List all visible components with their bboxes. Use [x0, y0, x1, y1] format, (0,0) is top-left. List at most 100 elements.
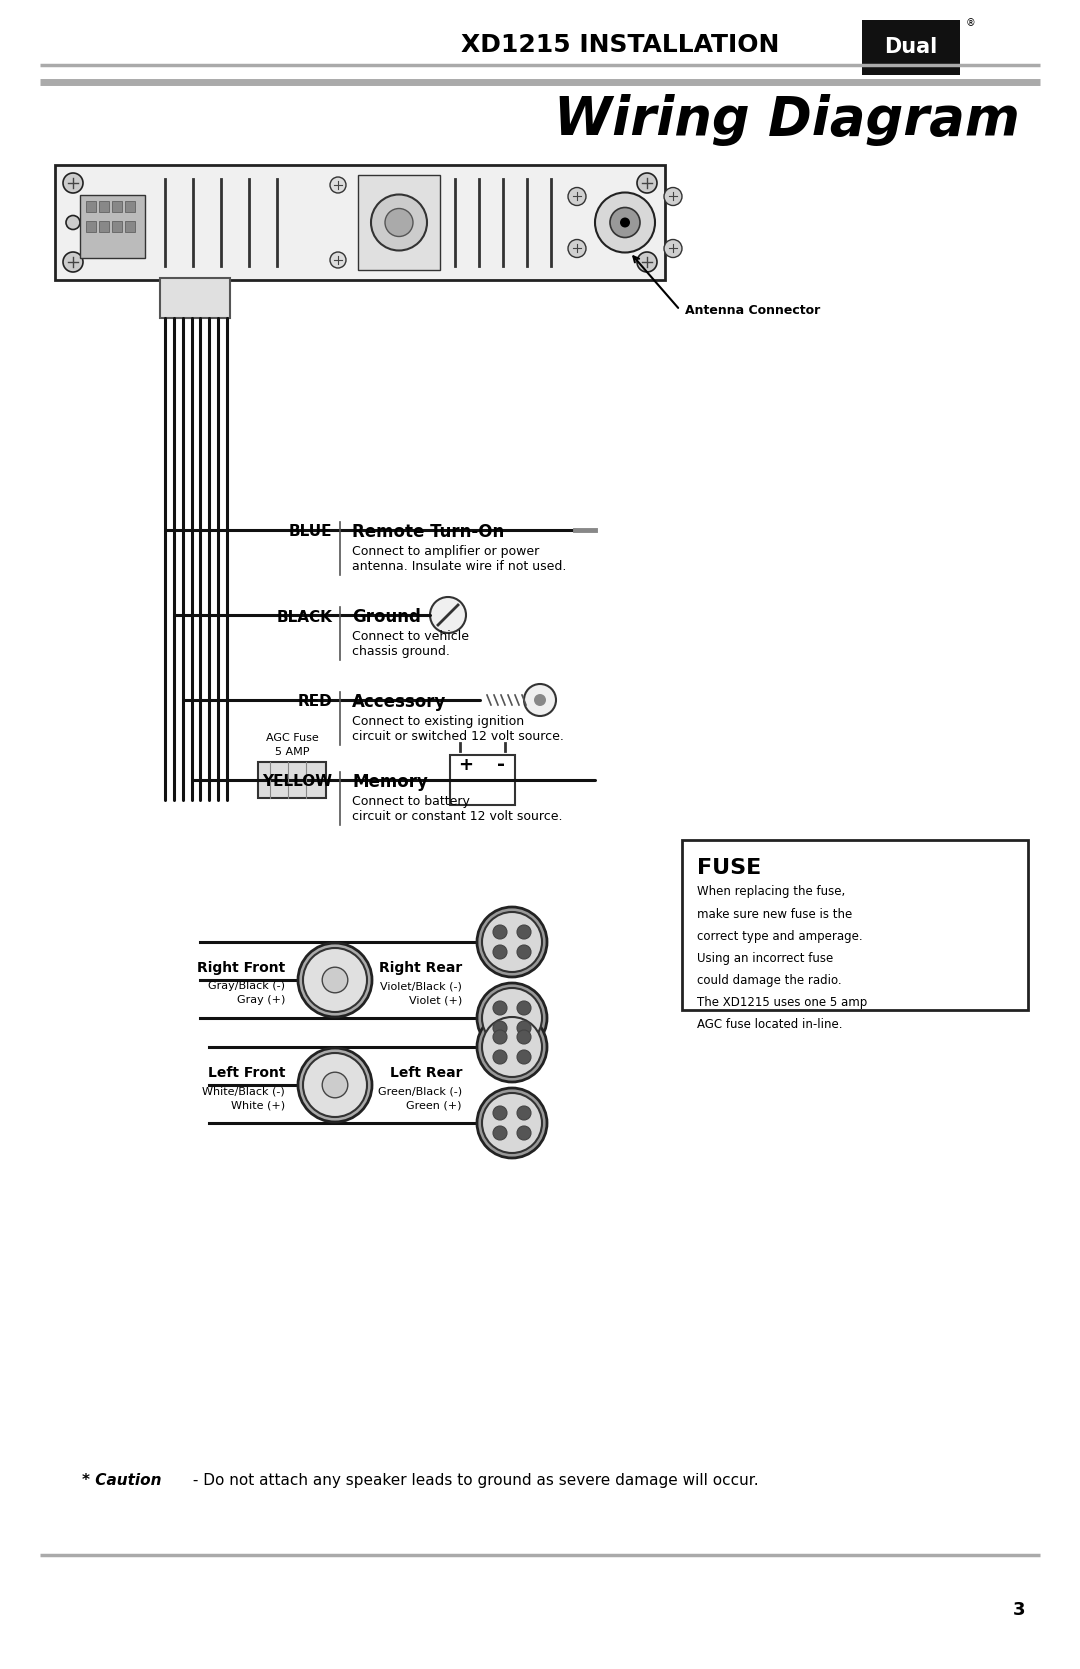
Text: Violet (+): Violet (+) [408, 995, 462, 1005]
Circle shape [482, 988, 542, 1048]
Circle shape [330, 252, 346, 269]
Circle shape [322, 1071, 348, 1098]
Circle shape [517, 1001, 531, 1015]
Circle shape [477, 906, 546, 976]
FancyBboxPatch shape [86, 200, 96, 212]
Circle shape [534, 694, 546, 706]
Text: RED: RED [297, 694, 332, 709]
Circle shape [477, 1011, 546, 1082]
Circle shape [620, 217, 630, 227]
Text: ®: ® [966, 18, 975, 28]
Circle shape [517, 925, 531, 940]
Text: Green/Black (-): Green/Black (-) [378, 1087, 462, 1097]
Text: -: - [497, 756, 505, 774]
Text: chassis ground.: chassis ground. [352, 644, 450, 658]
Text: Violet/Black (-): Violet/Black (-) [380, 981, 462, 991]
Text: White/Black (-): White/Black (-) [202, 1087, 285, 1097]
Text: YELLOW: YELLOW [261, 774, 332, 789]
Text: XD1215 INSTALLATION: XD1215 INSTALLATION [461, 33, 779, 57]
Text: Wiring Diagram: Wiring Diagram [554, 93, 1020, 145]
FancyBboxPatch shape [862, 20, 960, 75]
Circle shape [595, 192, 654, 252]
Text: 3: 3 [1013, 1601, 1025, 1619]
Circle shape [492, 1050, 507, 1065]
Circle shape [610, 207, 640, 237]
Circle shape [492, 1001, 507, 1015]
Text: Dual: Dual [885, 37, 937, 57]
Circle shape [517, 1050, 531, 1065]
Text: Memory: Memory [352, 773, 428, 791]
Circle shape [664, 239, 681, 257]
Text: circuit or constant 12 volt source.: circuit or constant 12 volt source. [352, 809, 563, 823]
FancyBboxPatch shape [125, 220, 135, 232]
FancyBboxPatch shape [125, 200, 135, 212]
Text: 5 AMP: 5 AMP [274, 748, 309, 758]
Text: could damage the radio.: could damage the radio. [697, 973, 841, 986]
Circle shape [298, 943, 372, 1016]
Text: Connect to battery: Connect to battery [352, 796, 470, 808]
Circle shape [303, 948, 367, 1011]
Circle shape [322, 968, 348, 993]
Text: White (+): White (+) [231, 1100, 285, 1110]
Circle shape [303, 1053, 367, 1117]
Circle shape [492, 945, 507, 960]
Circle shape [637, 174, 657, 194]
Text: - Do not attach any speaker leads to ground as severe damage will occur.: - Do not attach any speaker leads to gro… [188, 1472, 758, 1487]
Text: correct type and amperage.: correct type and amperage. [697, 930, 863, 943]
Circle shape [430, 598, 465, 633]
Text: When replacing the fuse,: When replacing the fuse, [697, 886, 846, 898]
Circle shape [63, 252, 83, 272]
Circle shape [517, 1127, 531, 1140]
Circle shape [330, 177, 346, 194]
Circle shape [517, 1021, 531, 1035]
Circle shape [384, 209, 413, 237]
Text: circuit or switched 12 volt source.: circuit or switched 12 volt source. [352, 729, 564, 743]
Text: Connect to amplifier or power: Connect to amplifier or power [352, 546, 539, 559]
Circle shape [492, 1107, 507, 1120]
Text: AGC fuse located in-line.: AGC fuse located in-line. [697, 1018, 842, 1030]
Text: FUSE: FUSE [697, 858, 761, 878]
Text: Connect to existing ignition: Connect to existing ignition [352, 716, 524, 728]
Circle shape [492, 1127, 507, 1140]
Text: Right Rear: Right Rear [379, 961, 462, 975]
Circle shape [492, 925, 507, 940]
Text: Right Front: Right Front [197, 961, 285, 975]
Text: Gray/Black (-): Gray/Black (-) [208, 981, 285, 991]
Circle shape [482, 1093, 542, 1153]
Circle shape [517, 945, 531, 960]
Circle shape [492, 1021, 507, 1035]
FancyBboxPatch shape [357, 175, 440, 270]
FancyBboxPatch shape [55, 165, 665, 280]
Text: antenna. Insulate wire if not used.: antenna. Insulate wire if not used. [352, 559, 566, 572]
Circle shape [517, 1107, 531, 1120]
Circle shape [66, 215, 80, 230]
Circle shape [517, 1030, 531, 1045]
Circle shape [568, 187, 586, 205]
Text: Left Front: Left Front [207, 1066, 285, 1080]
Text: Accessory: Accessory [352, 693, 446, 711]
FancyBboxPatch shape [160, 279, 230, 319]
Text: Green (+): Green (+) [406, 1100, 462, 1110]
Text: +: + [459, 756, 473, 774]
Circle shape [482, 1016, 542, 1077]
Circle shape [637, 252, 657, 272]
Circle shape [477, 1088, 546, 1158]
Text: make sure new fuse is the: make sure new fuse is the [697, 908, 852, 921]
Text: Antenna Connector: Antenna Connector [685, 304, 820, 317]
Circle shape [524, 684, 556, 716]
FancyBboxPatch shape [450, 754, 515, 804]
Circle shape [477, 983, 546, 1053]
Circle shape [372, 195, 427, 250]
Text: Gray (+): Gray (+) [237, 995, 285, 1005]
Circle shape [640, 215, 654, 230]
Circle shape [298, 1048, 372, 1122]
FancyBboxPatch shape [112, 200, 122, 212]
Text: AGC Fuse: AGC Fuse [266, 733, 319, 743]
Circle shape [482, 911, 542, 971]
FancyBboxPatch shape [258, 763, 326, 798]
Text: * Caution: * Caution [82, 1472, 162, 1487]
Text: BLACK: BLACK [276, 609, 332, 624]
FancyBboxPatch shape [681, 840, 1028, 1010]
Circle shape [492, 1030, 507, 1045]
Text: The XD1215 uses one 5 amp: The XD1215 uses one 5 amp [697, 995, 867, 1008]
